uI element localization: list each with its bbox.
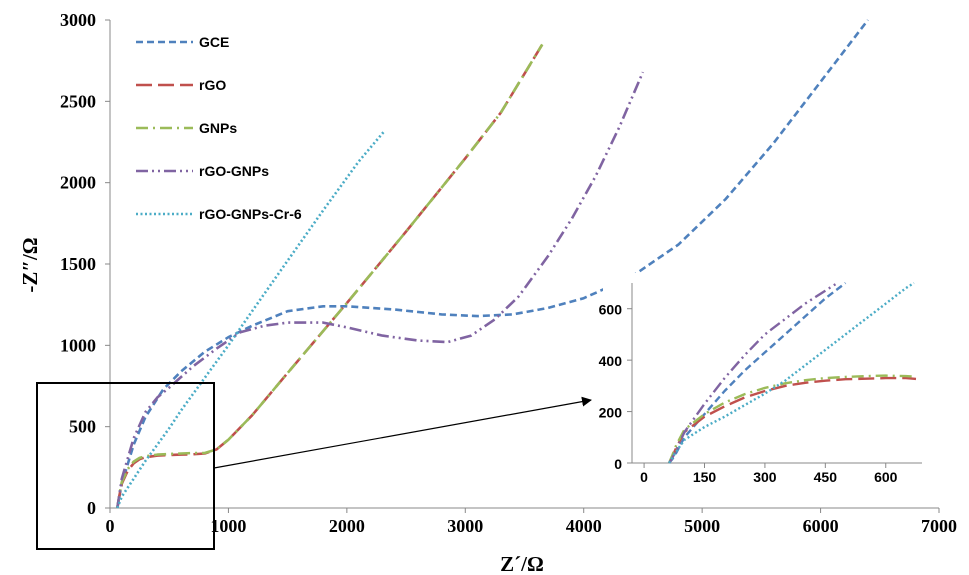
main-series-line-rgo — [116, 43, 544, 509]
inset-background — [603, 273, 926, 497]
inset-x-tick-label: 150 — [693, 469, 717, 485]
main-y-tick-label: 2500 — [60, 91, 96, 111]
inset-series-line-3 — [668, 281, 839, 464]
main-y-tick-label: 3000 — [60, 10, 96, 30]
legend-item: rGO-GNPs-Cr-6 — [136, 206, 302, 222]
main-series-line-rgo-gnps-cr-6 — [116, 129, 386, 509]
inset-y-tick-label: 600 — [599, 302, 623, 318]
inset-x-tick-label: 300 — [753, 469, 777, 485]
x-axis-label: Z´/Ω — [500, 552, 544, 575]
zoom-region-box — [36, 382, 215, 550]
legend-label: GNPs — [199, 120, 237, 136]
zoom-arrow — [213, 396, 592, 469]
main-x-tick-label: 4000 — [566, 516, 602, 536]
inset-series-group — [667, 281, 917, 464]
legend-label: rGO-GNPs-Cr-6 — [199, 206, 302, 222]
inset-x-tick-label: 600 — [874, 469, 898, 485]
inset-x-tick-label: 0 — [640, 469, 648, 485]
main-series-line-gnps — [116, 43, 544, 509]
legend-label: rGO-GNPs — [199, 163, 269, 179]
inset-series-line-2 — [667, 374, 917, 464]
legend-item: GNPs — [136, 120, 237, 136]
main-axes: 0 1000 2000 3000 4000 5000 6000 700005001000150… — [60, 10, 957, 536]
inset-y-tick-label: 200 — [599, 405, 623, 421]
main-series-group — [116, 19, 869, 509]
main-y-tick-label: 2000 — [60, 173, 96, 193]
inset-chart: 0 150 300 450 600 0 200 400 600 — [599, 273, 926, 497]
inset-x-tick-label: 450 — [814, 469, 838, 485]
legend: GCE rGO GNPs rGO-GNPs rGO-GNPs-Cr-6 — [136, 34, 302, 222]
inset-y-tick-label: 0 — [614, 456, 622, 472]
inset-y-tick-label: 400 — [599, 353, 623, 369]
legend-label: GCE — [199, 34, 229, 50]
main-series-line-rgo-gnps — [116, 71, 645, 509]
main-y-tick-label: 0 — [87, 498, 96, 518]
main-y-tick-label: 1500 — [60, 254, 96, 274]
main-x-tick-label: 7000 — [921, 516, 957, 536]
main-x-tick-label: 1000 — [210, 516, 246, 536]
main-x-tick-label: 5000 — [684, 516, 720, 536]
y-axis-label: -Z″/Ω — [18, 237, 42, 292]
main-x-tick-label: 6000 — [803, 516, 839, 536]
main-y-tick-label: 1000 — [60, 335, 96, 355]
inset-axes: 0 150 300 450 600 0 200 400 600 — [599, 283, 922, 485]
main-y-tick-label: 500 — [69, 417, 96, 437]
legend-label: rGO — [199, 77, 226, 93]
legend-item: rGO-GNPs — [136, 163, 269, 179]
legend-item: GCE — [136, 34, 229, 50]
main-x-tick-label: 3000 — [447, 516, 483, 536]
main-x-tick-label: 2000 — [329, 516, 365, 536]
main-x-tick-label: 0 — [106, 516, 115, 536]
legend-item: rGO — [136, 77, 226, 93]
